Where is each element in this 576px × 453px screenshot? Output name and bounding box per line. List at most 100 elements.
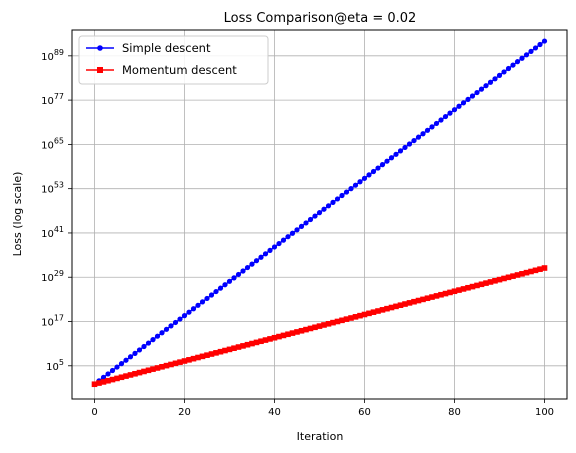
y-tick-label: 105 (46, 358, 64, 373)
data-point (442, 290, 449, 297)
data-point (204, 295, 210, 302)
data-point (541, 38, 548, 44)
data-point (118, 374, 125, 381)
data-point (186, 357, 192, 363)
data-point (415, 297, 422, 304)
y-tick-base: 10 (41, 229, 54, 240)
data-point (217, 348, 224, 355)
data-point (294, 329, 300, 335)
data-point (357, 179, 363, 185)
data-point (154, 365, 161, 371)
data-point (213, 350, 219, 356)
data-point (289, 230, 296, 236)
data-point (469, 93, 476, 99)
data-point (325, 203, 332, 209)
data-point (163, 326, 170, 332)
data-point (447, 289, 453, 296)
x-axis-ticks: 0 20 40 60 80 100 (91, 399, 554, 418)
data-point (451, 288, 458, 295)
data-point (523, 52, 530, 58)
data-point (393, 303, 399, 310)
data-point (366, 310, 372, 317)
data-point (127, 354, 134, 360)
data-point (235, 344, 242, 350)
data-point (190, 355, 197, 362)
y-tick-exponent: 89 (54, 48, 64, 57)
data-point (496, 72, 503, 78)
data-point (442, 113, 449, 120)
data-point (519, 55, 525, 61)
data-point (393, 151, 399, 157)
data-point (375, 308, 381, 314)
data-point (496, 276, 503, 283)
data-point (226, 278, 233, 284)
data-point (258, 338, 264, 345)
data-point (492, 277, 498, 284)
data-point (388, 155, 395, 161)
data-point (168, 361, 174, 368)
data-point (325, 320, 332, 327)
data-point (465, 284, 471, 291)
data-point (285, 331, 291, 338)
data-point (199, 353, 206, 360)
data-point (348, 186, 354, 192)
data-point (276, 240, 282, 247)
data-point (505, 274, 512, 281)
data-point (186, 309, 192, 315)
data-point (132, 370, 138, 377)
data-point (451, 107, 458, 113)
data-point (514, 272, 521, 278)
data-point (114, 375, 120, 382)
y-tick-base: 10 (41, 96, 54, 107)
data-point (244, 341, 251, 348)
data-point (96, 380, 102, 386)
data-point (253, 339, 260, 346)
legend-box (78, 35, 269, 85)
data-point (316, 210, 323, 216)
data-point (514, 59, 521, 65)
data-point (487, 79, 494, 85)
data-point (330, 199, 336, 205)
data-point (406, 300, 413, 306)
data-point (420, 296, 426, 303)
data-point (240, 343, 246, 349)
y-tick-label: 1041 (41, 225, 64, 240)
data-point (366, 172, 372, 178)
data-point (474, 282, 480, 289)
data-point (397, 302, 404, 309)
data-point (523, 269, 530, 276)
data-point (213, 288, 219, 295)
data-point (249, 340, 255, 347)
data-point (154, 333, 161, 339)
series-layer (91, 38, 548, 388)
data-point (271, 244, 278, 250)
data-point (244, 264, 251, 271)
data-point (141, 343, 147, 350)
data-point (91, 381, 98, 388)
data-point (424, 295, 431, 302)
data-point (172, 319, 179, 326)
data-point (150, 366, 156, 372)
data-point (541, 265, 548, 271)
y-tick-base: 10 (41, 273, 54, 284)
data-point (307, 216, 314, 223)
data-point (267, 247, 273, 254)
data-point (537, 41, 543, 48)
data-point (267, 336, 273, 342)
y-tick-exponent: 41 (54, 225, 64, 234)
data-point (109, 376, 116, 383)
y-tick-exponent: 65 (54, 136, 64, 145)
data-point (181, 358, 188, 364)
y-tick-base: 10 (41, 185, 54, 196)
data-point (384, 305, 390, 312)
data-point (163, 362, 170, 369)
data-point (303, 326, 309, 333)
data-point (429, 124, 435, 130)
data-point (357, 312, 363, 319)
data-point (235, 271, 242, 278)
data-point (528, 48, 534, 54)
data-point (411, 298, 417, 305)
data-point (456, 287, 462, 293)
